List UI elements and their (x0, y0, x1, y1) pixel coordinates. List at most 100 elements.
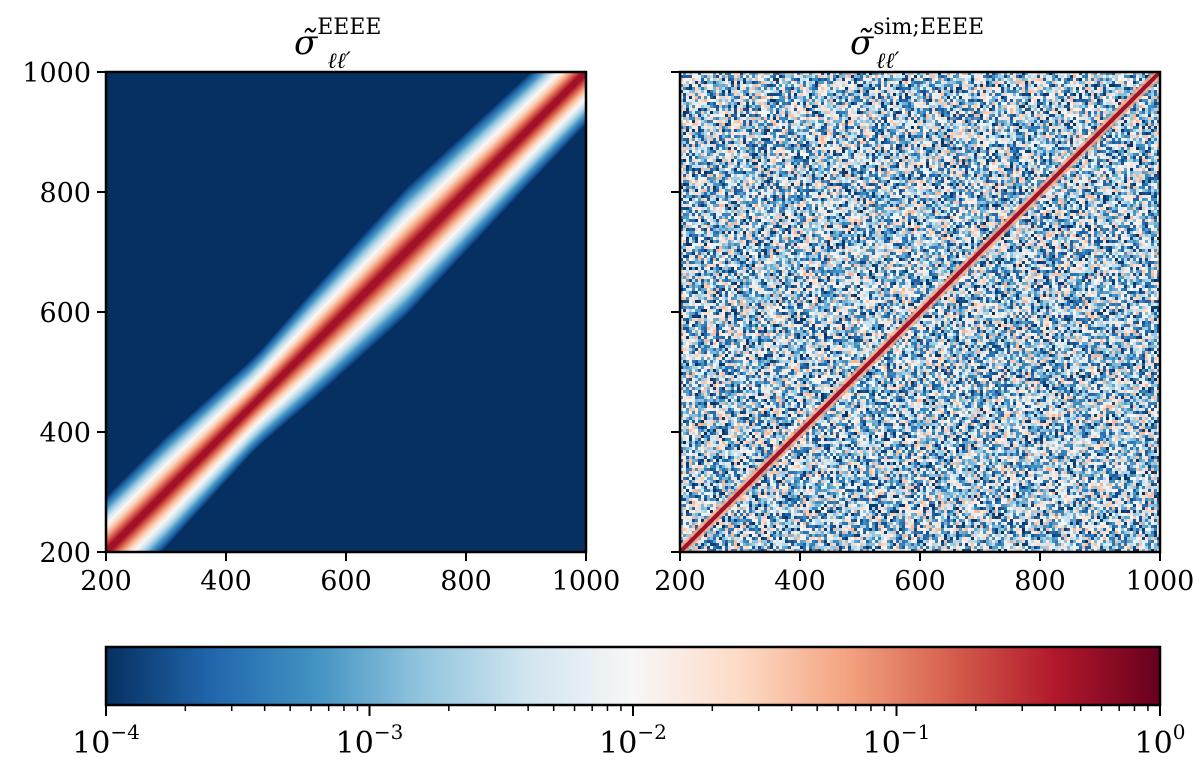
right-noise-cell (965, 159, 969, 163)
right-noise-cell (869, 129, 873, 133)
right-noise-cell (1121, 99, 1125, 103)
right-noise-cell (797, 123, 801, 127)
right-noise-cell (989, 144, 993, 148)
right-noise-cell (1076, 129, 1080, 133)
right-noise-cell (971, 144, 975, 148)
right-noise-cell (779, 144, 783, 148)
right-noise-cell (866, 120, 870, 124)
right-noise-cell (689, 72, 693, 76)
right-noise-cell (1139, 150, 1143, 154)
right-noise-cell (884, 120, 888, 124)
right-noise-cell (1100, 120, 1104, 124)
right-noise-cell (821, 72, 825, 76)
right-noise-cell (956, 135, 960, 139)
right-noise-cell (1001, 117, 1005, 121)
right-noise-cell (746, 81, 750, 85)
right-noise-cell (704, 102, 708, 106)
right-noise-cell (821, 93, 825, 97)
right-noise-cell (1151, 126, 1155, 130)
right-noise-cell (1136, 84, 1140, 88)
right-noise-cell (953, 144, 957, 148)
right-noise-cell (1133, 132, 1137, 136)
right-noise-cell (920, 144, 924, 148)
right-noise-cell (1043, 153, 1047, 157)
right-noise-cell (836, 138, 840, 142)
right-noise-cell (944, 162, 948, 166)
right-noise-cell (749, 123, 753, 127)
right-noise-cell (734, 108, 738, 112)
right-noise-cell (1022, 84, 1026, 88)
right-noise-cell (893, 147, 897, 151)
right-noise-cell (758, 114, 762, 118)
right-noise-cell (965, 120, 969, 124)
right-noise-cell (950, 138, 954, 142)
right-noise-cell (980, 129, 984, 133)
right-noise-cell (857, 144, 861, 148)
right-noise-cell (1112, 105, 1116, 109)
right-noise-cell (830, 120, 834, 124)
right-noise-cell (776, 90, 780, 94)
right-noise-cell (905, 147, 909, 151)
right-noise-cell (1145, 147, 1149, 151)
right-noise-cell (1010, 132, 1014, 136)
right-noise-cell (731, 105, 735, 109)
right-noise-cell (692, 129, 696, 133)
right-noise-cell (815, 123, 819, 127)
right-noise-cell (929, 87, 933, 91)
right-noise-cell (746, 108, 750, 112)
right-noise-cell (755, 72, 759, 76)
right-noise-cell (773, 114, 777, 118)
right-noise-cell (983, 123, 987, 127)
right-noise-cell (1031, 159, 1035, 163)
right-noise-cell (863, 132, 867, 136)
right-noise-cell (1061, 75, 1065, 79)
right-noise-cell (1115, 90, 1119, 94)
right-noise-cell (731, 93, 735, 97)
right-noise-cell (1112, 138, 1116, 142)
right-noise-cell (1025, 147, 1029, 151)
right-noise-cell (896, 111, 900, 115)
right-noise-cell (1013, 150, 1017, 154)
right-noise-cell (893, 105, 897, 109)
right-noise-cell (707, 93, 711, 97)
right-noise-cell (764, 93, 768, 97)
right-noise-cell (1001, 84, 1005, 88)
right-noise-cell (1055, 132, 1059, 136)
right-noise-cell (1037, 147, 1041, 151)
right-noise-cell (1022, 108, 1026, 112)
right-noise-cell (896, 105, 900, 109)
right-noise-cell (839, 141, 843, 145)
right-noise-cell (920, 156, 924, 160)
right-noise-cell (911, 144, 915, 148)
right-noise-cell (779, 162, 783, 166)
right-noise-cell (842, 90, 846, 94)
right-noise-cell (977, 156, 981, 160)
right-noise-cell (776, 135, 780, 139)
right-noise-cell (1085, 84, 1089, 88)
right-noise-cell (1070, 72, 1074, 76)
right-noise-cell (1106, 105, 1110, 109)
right-noise-cell (692, 111, 696, 115)
left-title-subscript: ℓℓ′ (327, 49, 350, 74)
right-noise-cell (926, 96, 930, 100)
right-noise-cell (734, 153, 738, 157)
right-noise-cell (806, 144, 810, 148)
right-noise-cell (1133, 144, 1137, 148)
right-noise-cell (1049, 126, 1053, 130)
right-noise-cell (986, 135, 990, 139)
right-noise-cell (938, 105, 942, 109)
right-noise-cell (971, 135, 975, 139)
right-noise-cell (884, 72, 888, 76)
right-noise-cell (1139, 141, 1143, 145)
right-noise-cell (803, 126, 807, 130)
right-noise-cell (1121, 156, 1125, 160)
right-noise-cell (749, 144, 753, 148)
right-noise-cell (866, 75, 870, 79)
right-noise-cell (878, 93, 882, 97)
right-noise-cell (941, 156, 945, 160)
right-noise-cell (731, 135, 735, 139)
right-noise-cell (905, 138, 909, 142)
right-noise-cell (845, 144, 849, 148)
right-noise-cell (1046, 78, 1050, 82)
right-noise-cell (995, 102, 999, 106)
